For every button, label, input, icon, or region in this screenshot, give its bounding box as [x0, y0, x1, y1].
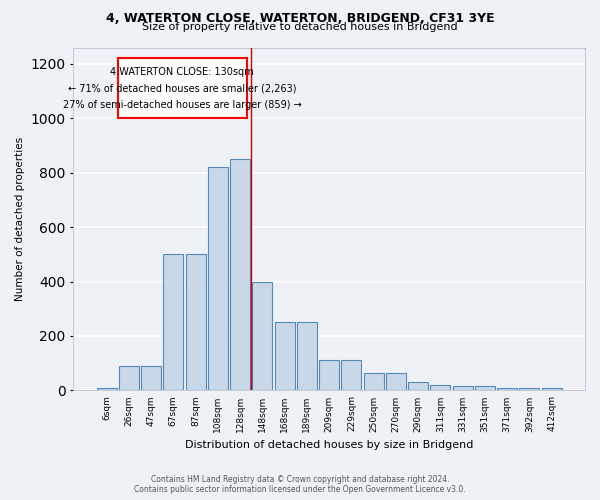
Bar — [430, 385, 451, 390]
Y-axis label: Number of detached properties: Number of detached properties — [15, 137, 25, 301]
Text: Contains HM Land Registry data © Crown copyright and database right 2024.
Contai: Contains HM Land Registry data © Crown c… — [134, 474, 466, 494]
Text: 4 WATERTON CLOSE: 130sqm: 4 WATERTON CLOSE: 130sqm — [110, 66, 254, 76]
Bar — [230, 159, 250, 390]
Bar — [208, 168, 228, 390]
Bar — [185, 254, 206, 390]
Bar — [520, 388, 539, 390]
Bar — [475, 386, 495, 390]
Bar — [119, 366, 139, 390]
Bar — [341, 360, 361, 390]
Bar — [408, 382, 428, 390]
Bar — [253, 282, 272, 391]
X-axis label: Distribution of detached houses by size in Bridgend: Distribution of detached houses by size … — [185, 440, 473, 450]
Text: 4, WATERTON CLOSE, WATERTON, BRIDGEND, CF31 3YE: 4, WATERTON CLOSE, WATERTON, BRIDGEND, C… — [106, 12, 494, 26]
Text: Size of property relative to detached houses in Bridgend: Size of property relative to detached ho… — [142, 22, 458, 32]
Bar — [97, 388, 116, 390]
Text: ← 71% of detached houses are smaller (2,263): ← 71% of detached houses are smaller (2,… — [68, 84, 296, 94]
Text: 27% of semi-detached houses are larger (859) →: 27% of semi-detached houses are larger (… — [63, 100, 302, 110]
FancyBboxPatch shape — [118, 58, 247, 118]
Bar — [297, 322, 317, 390]
Bar — [275, 322, 295, 390]
Bar — [452, 386, 473, 390]
Bar — [364, 372, 383, 390]
Bar — [319, 360, 339, 390]
Bar — [163, 254, 184, 390]
Bar — [497, 388, 517, 390]
Bar — [386, 372, 406, 390]
Bar — [141, 366, 161, 390]
Bar — [542, 388, 562, 390]
